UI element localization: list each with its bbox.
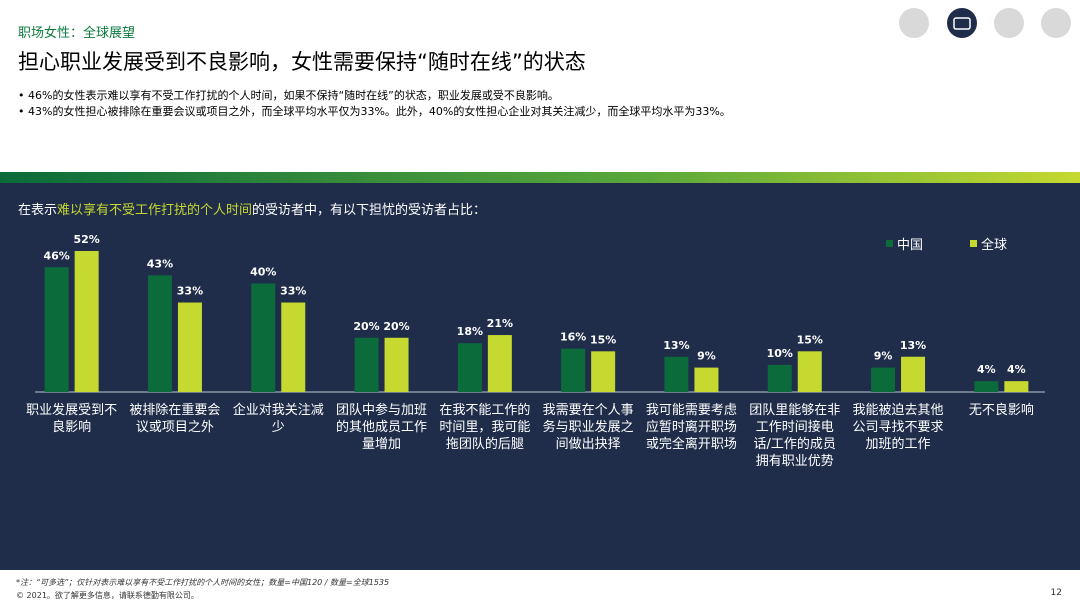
icon[interactable]	[899, 8, 929, 38]
bar	[901, 356, 926, 392]
note: *注：“可多选”；仅针对表示难以享有不受工作打扰的个人时间的女性；数量=中国12…	[16, 578, 390, 587]
data-label: 16%	[560, 331, 586, 344]
page-number: 12	[1050, 588, 1062, 598]
x-tick-label: 我能被迫去其他公司寻找不要求加班的工作	[852, 403, 944, 452]
chart: 46% 52% 43% 33% 40% 33% 20% 20% 18% 21% 16% 15% 13% 9…	[35, 233, 1045, 393]
icon[interactable]	[947, 8, 977, 38]
icon[interactable]	[1041, 8, 1071, 38]
legend-label: 全球	[981, 237, 1007, 253]
copyright: © 2021。欲了解更多信息，请联系德勤有限公司。	[16, 591, 199, 600]
bar	[664, 356, 689, 392]
x-tick-label: 企业对我关注减少	[232, 403, 324, 435]
icon-glyph	[953, 17, 971, 30]
bar	[974, 381, 999, 392]
data-label: 9%	[697, 350, 716, 363]
bar	[147, 275, 172, 392]
bar	[591, 351, 616, 392]
x-tick-label: 被排除在重要会议或项目之外	[129, 403, 221, 435]
data-label: 20%	[353, 320, 379, 333]
kicker: 职场女性：全球展望	[18, 26, 136, 41]
bar	[74, 251, 99, 392]
bullet: • 43%的女性担心被排除在重要会议或项目之外，而全球平均水平仅为33%。此外，…	[18, 105, 731, 118]
bar	[354, 337, 379, 392]
x-tick-label: 在我不能工作的时间里，我可能拖团队的后腿	[439, 403, 531, 452]
x-tick-label: 我可能需要考虑应暂时离开职场或完全离开职场	[645, 403, 737, 452]
data-label: 10%	[767, 347, 793, 360]
bar	[767, 364, 792, 392]
legend-swatch	[970, 240, 977, 247]
nav-icons	[899, 8, 1071, 38]
data-label: 18%	[457, 325, 483, 338]
bar	[457, 343, 482, 392]
subtitle-part: 在表示	[18, 203, 58, 218]
chart-subtitle: 在表示难以享有不受工作打扰的个人时间的受访者中，有以下担忧的受访者占比：	[18, 199, 486, 218]
x-tick-label: 职业发展受到不良影响	[26, 403, 118, 435]
x-tick-label: 我需要在个人事务与职业发展之间做出抉择	[542, 403, 634, 452]
data-label: 21%	[487, 317, 513, 330]
subtitle-part: 的受访者中，有以下担忧的受访者占比：	[252, 203, 487, 218]
data-label: 33%	[280, 285, 306, 298]
slide-title: 担心职业发展受到不良影响，女性需要保持“随时在线”的状态	[18, 50, 586, 74]
bar	[281, 302, 306, 392]
data-label: 15%	[797, 333, 823, 346]
data-label: 13%	[900, 339, 926, 352]
legend-swatch	[886, 240, 893, 247]
chart-panel: 在表示难以享有不受工作打扰的个人时间的受访者中，有以下担忧的受访者占比： 46%…	[0, 183, 1080, 570]
data-label: 20%	[383, 320, 409, 333]
bar	[251, 283, 276, 392]
bullet-text: 43%的女性担心被排除在重要会议或项目之外，而全球平均水平仅为33%。此外，40…	[28, 105, 731, 118]
data-label: 33%	[177, 285, 203, 298]
bar	[177, 302, 202, 392]
data-label: 43%	[147, 257, 173, 270]
legend-label: 中国	[897, 238, 923, 253]
x-tick-label: 团队里能够在非工作时间接电话/工作的成员拥有职业优势	[749, 403, 841, 469]
data-label: 15%	[590, 333, 616, 346]
bullet-text: 46%的女性表示难以享有不受工作打扰的个人时间，如果不保持“随时在线”的状态，职…	[28, 89, 559, 102]
x-tick-label: 无不良影响	[968, 403, 1034, 418]
x-tick-label: 团队中参与加班的其他成员工作量增加	[336, 403, 428, 452]
bar	[871, 367, 896, 392]
data-label: 9%	[874, 350, 893, 363]
bar	[561, 348, 586, 392]
data-label: 4%	[1007, 363, 1026, 376]
stripe	[0, 172, 1080, 183]
bar	[487, 335, 512, 392]
data-label: 52%	[73, 233, 99, 246]
bar	[384, 337, 409, 392]
icon[interactable]	[994, 8, 1024, 38]
bullets: • 46%的女性表示难以享有不受工作打扰的个人时间，如果不保持“随时在线”的状态…	[18, 88, 731, 120]
data-label: 46%	[43, 249, 69, 262]
data-label: 4%	[977, 363, 996, 376]
bullet: • 46%的女性表示难以享有不受工作打扰的个人时间，如果不保持“随时在线”的状态…	[18, 89, 559, 102]
subtitle-highlight: 难以享有不受工作打扰的个人时间	[57, 203, 253, 218]
bar	[694, 367, 719, 392]
bar	[797, 351, 822, 392]
bar	[44, 267, 69, 392]
bar	[1004, 381, 1029, 392]
data-label: 13%	[663, 339, 689, 352]
data-label: 40%	[250, 266, 276, 279]
